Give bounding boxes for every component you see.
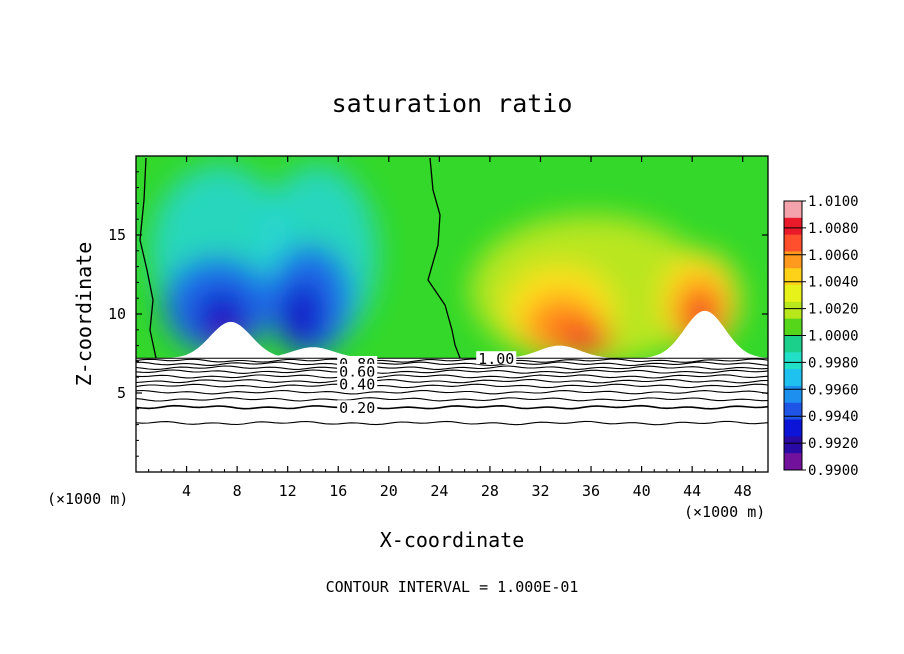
surface-contour-line: [136, 361, 768, 367]
colorbar-label: 0.9980: [808, 355, 859, 371]
y-axis-title: Z-coordinate: [72, 242, 96, 387]
surface-contour-line: [136, 420, 768, 426]
contour-line-left: [139, 157, 157, 359]
contour-label: 0.60: [339, 363, 375, 381]
colorbar-swatch: [784, 352, 802, 370]
surface-contour-line: [136, 397, 768, 402]
contour-line-middle: [427, 157, 461, 359]
y-tick-label: 5: [117, 384, 126, 402]
colorbar-swatch: [784, 419, 802, 437]
colorbar-swatch: [784, 217, 802, 236]
colorbar-label: 1.0020: [808, 302, 859, 318]
colorbar-label: 1.0100: [808, 194, 859, 210]
plot-area: 1.000.800.600.400.20: [136, 156, 768, 472]
surface-contour-line: [136, 369, 768, 374]
colorbar-swatch: [784, 335, 802, 353]
field-blob-navy-mid: [280, 281, 324, 349]
colorbar-swatch: [784, 436, 802, 454]
colorbar-label: 1.0080: [808, 221, 859, 237]
contour-interval-note: CONTOUR INTERVAL = 1.000E-01: [326, 578, 579, 596]
x-tick-label: 24: [430, 482, 448, 500]
colorbar-swatch: [784, 385, 802, 404]
x-tick-label: 48: [734, 482, 752, 500]
colorbar-swatch: [784, 251, 802, 269]
x-tick-label: 32: [531, 482, 549, 500]
x-tick-label: 28: [481, 482, 499, 500]
contour-label-bg: [476, 351, 517, 365]
surface-contour-line: [136, 358, 768, 363]
colorbar-label: 0.9940: [808, 409, 859, 425]
colorbar-label: 0.9900: [808, 463, 859, 479]
x-tick-label: 16: [329, 482, 347, 500]
contour-label: 0.20: [339, 399, 375, 417]
x-tick-label: 20: [380, 482, 398, 500]
contour-label: 1.00: [478, 350, 514, 368]
surface-contours: 1.000.800.600.400.20: [136, 350, 768, 426]
colorbar-swatch: [784, 318, 802, 336]
contour-label-bg: [337, 363, 378, 377]
contour-label-bg: [337, 376, 378, 390]
colorbar-label: 1.0060: [808, 248, 859, 264]
surface-contour-line: [136, 383, 768, 389]
x-axis-ticks: 4 8 12 16 20 24 28 32 36 40 44 48: [148, 156, 756, 500]
x-tick-label: 8: [233, 482, 242, 500]
terrain-group: [136, 310, 768, 472]
y-axis-ticks: 5 10 15: [108, 171, 768, 457]
x-tick-label: 4: [182, 482, 191, 500]
x-axis-title: X-coordinate: [380, 528, 525, 552]
surface-contour-line: [136, 404, 768, 410]
colorbar-swatch: [784, 402, 802, 421]
colorbar-label: 1.0000: [808, 329, 859, 345]
colorbar-label: 1.0040: [808, 275, 859, 291]
x-unit-left: (×1000 m): [47, 490, 128, 508]
contour-label: 0.40: [339, 376, 375, 394]
colorbar-swatch: [784, 453, 802, 471]
x-tick-label: 40: [633, 482, 651, 500]
colorbar-swatch: [784, 285, 802, 303]
contour-label-bg: [337, 400, 378, 414]
x-unit-right: (×1000 m): [684, 503, 765, 521]
surface-contour-line: [136, 378, 768, 384]
colorbar-swatch: [784, 369, 802, 387]
colorbar-swatch: [784, 234, 802, 252]
y-tick-label: 15: [108, 226, 126, 244]
colorbar: 1.0100 1.0080 1.0060 1.0040 1.0020 1.0000 0.99…: [783, 194, 859, 479]
surface-contour-line: [136, 389, 768, 395]
x-tick-label: 44: [683, 482, 701, 500]
colorbar-swatch: [784, 301, 802, 320]
colorbar-swatch: [784, 268, 802, 286]
x-tick-label: 12: [279, 482, 297, 500]
colorbar-label: 0.9920: [808, 436, 859, 452]
surface-contour-line: [136, 374, 768, 379]
surface-contour-line: [136, 365, 768, 370]
y-tick-label: 10: [108, 305, 126, 323]
x-tick-label: 36: [582, 482, 600, 500]
chart-title: saturation ratio: [332, 89, 573, 118]
terrain-mask: [136, 310, 768, 472]
colorbar-label: 0.9960: [808, 382, 859, 398]
colorbar-swatch: [784, 201, 802, 219]
